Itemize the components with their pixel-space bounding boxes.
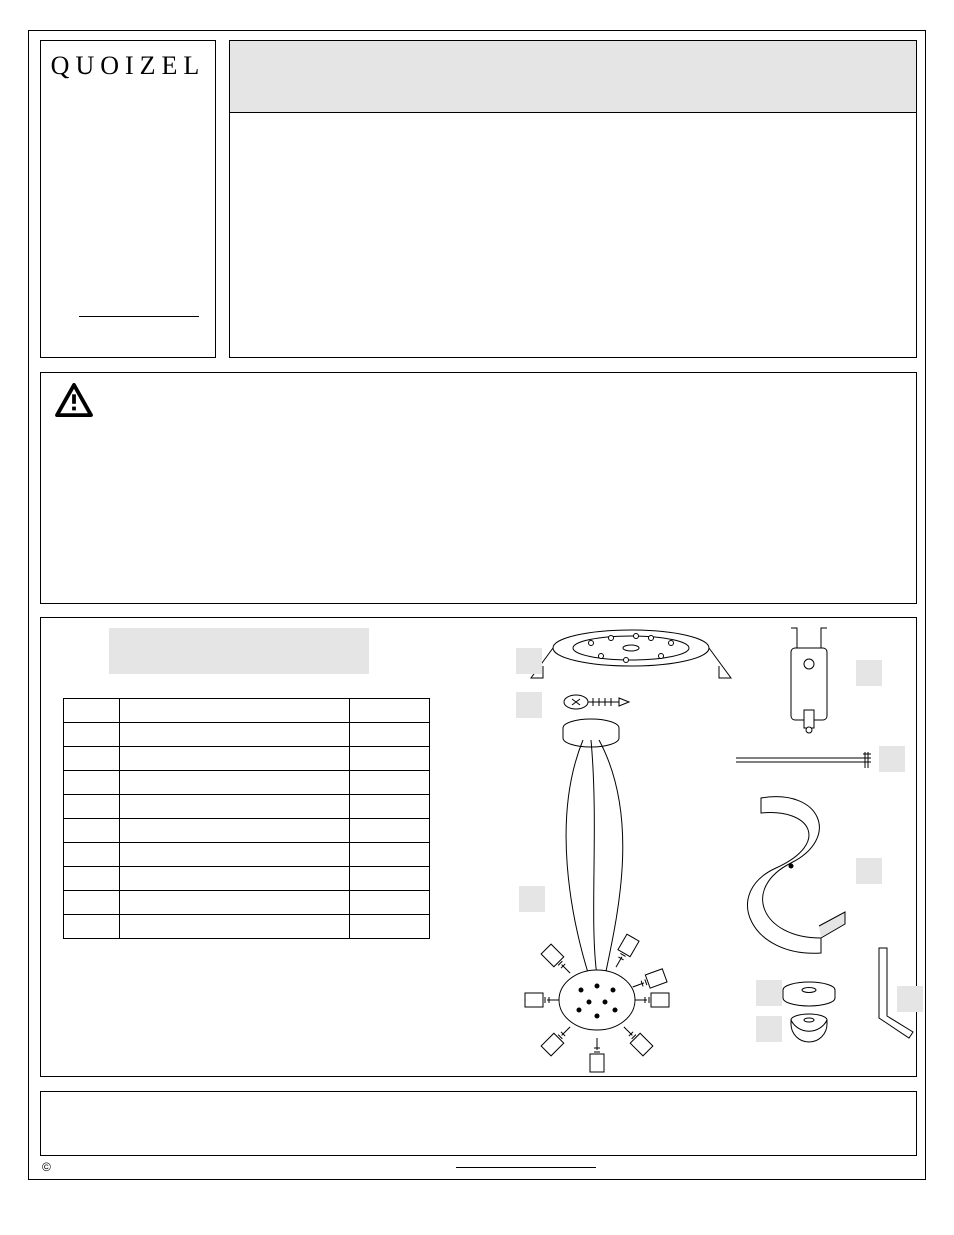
callout-box xyxy=(516,648,542,674)
part-label-cell xyxy=(64,747,120,771)
parts-table xyxy=(63,698,430,939)
brand-box: QUOIZEL xyxy=(40,40,216,358)
part-label-cell xyxy=(64,867,120,891)
callout-box xyxy=(897,986,923,1012)
fixture-body-icon xyxy=(525,719,669,1072)
part-qty-cell xyxy=(350,867,430,891)
part-qty-cell xyxy=(350,699,430,723)
washer-icon xyxy=(783,982,835,1006)
parts-title-bar xyxy=(109,628,369,674)
part-label-cell xyxy=(64,795,120,819)
part-desc-cell xyxy=(120,771,350,795)
part-qty-cell xyxy=(350,723,430,747)
hang-strap-icon xyxy=(791,628,827,733)
ball-nut-icon xyxy=(791,1014,827,1042)
part-label-cell xyxy=(64,819,120,843)
parts-diagram xyxy=(461,618,916,1078)
part-qty-cell xyxy=(350,819,430,843)
part-qty-cell xyxy=(350,795,430,819)
part-qty-cell xyxy=(350,747,430,771)
safety-panel xyxy=(40,372,917,604)
part-desc-cell xyxy=(120,843,350,867)
copyright-symbol: © xyxy=(42,1160,51,1174)
mounting-bracket-icon xyxy=(531,630,731,678)
table-row xyxy=(64,795,430,819)
table-row xyxy=(64,699,430,723)
part-qty-cell xyxy=(350,915,430,939)
part-qty-cell xyxy=(350,891,430,915)
table-row xyxy=(64,771,430,795)
ribbon-arm-icon xyxy=(748,797,845,954)
part-desc-cell xyxy=(120,699,350,723)
part-desc-cell xyxy=(120,795,350,819)
part-desc-cell xyxy=(120,747,350,771)
part-desc-cell xyxy=(120,891,350,915)
callout-box xyxy=(856,858,882,884)
part-label-cell xyxy=(64,771,120,795)
callout-box xyxy=(756,1016,782,1042)
callout-box xyxy=(519,886,545,912)
part-desc-cell xyxy=(120,819,350,843)
part-desc-cell xyxy=(120,723,350,747)
part-label-cell xyxy=(64,723,120,747)
brand-underline xyxy=(79,316,199,317)
table-row xyxy=(64,843,430,867)
part-qty-cell xyxy=(350,771,430,795)
callout-box xyxy=(516,692,542,718)
header-title-bar xyxy=(230,41,916,113)
screw-icon xyxy=(564,695,629,709)
part-desc-cell xyxy=(120,915,350,939)
part-label-cell xyxy=(64,891,120,915)
part-desc-cell xyxy=(120,867,350,891)
callout-box xyxy=(879,746,905,772)
callout-box xyxy=(756,980,782,1006)
part-label-cell xyxy=(64,915,120,939)
table-row xyxy=(64,819,430,843)
warning-icon xyxy=(55,383,93,417)
header-panel xyxy=(229,40,917,358)
table-row xyxy=(64,915,430,939)
table-row xyxy=(64,891,430,915)
part-qty-cell xyxy=(350,843,430,867)
parts-panel xyxy=(40,617,917,1077)
threaded-rod-icon xyxy=(736,752,871,768)
brand-wordmark: QUOIZEL xyxy=(41,41,215,81)
table-row xyxy=(64,747,430,771)
footer-underline xyxy=(456,1167,596,1168)
part-label-cell xyxy=(64,699,120,723)
callout-box xyxy=(856,660,882,686)
table-row xyxy=(64,723,430,747)
footer-panel xyxy=(40,1091,917,1156)
part-label-cell xyxy=(64,843,120,867)
table-row xyxy=(64,867,430,891)
